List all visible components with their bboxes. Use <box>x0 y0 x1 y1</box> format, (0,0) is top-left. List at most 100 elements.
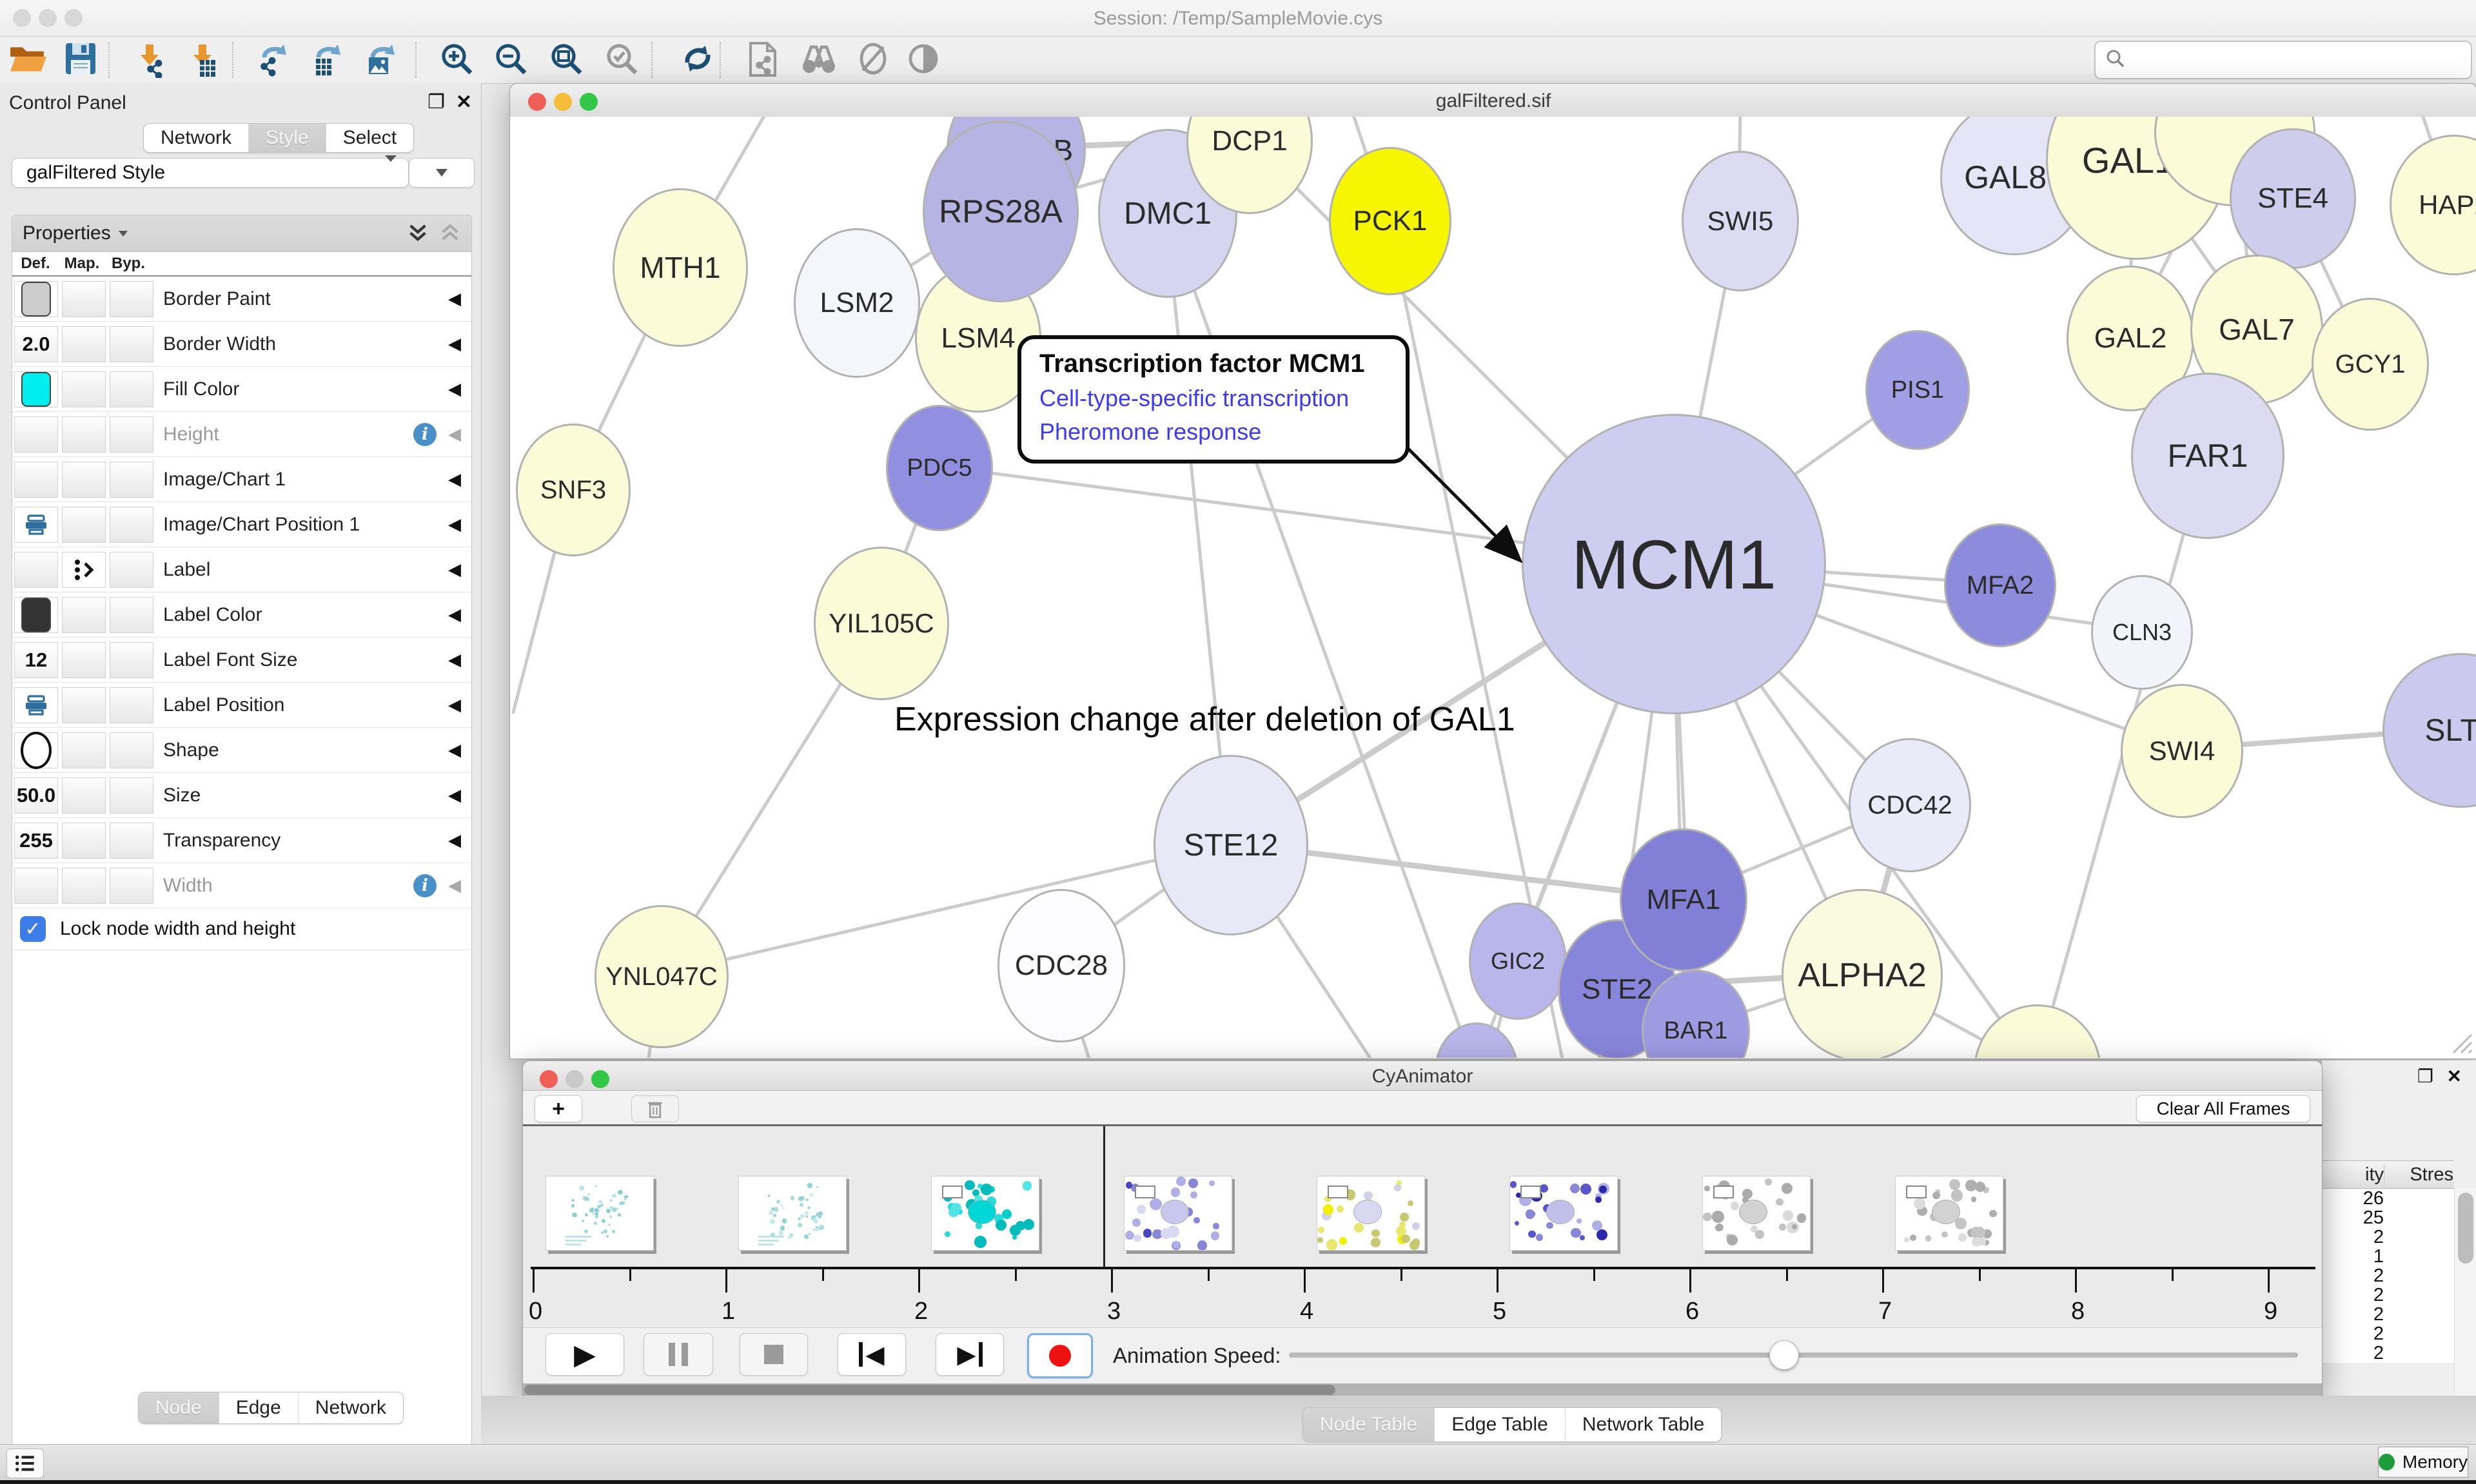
speed-slider-thumb[interactable] <box>1769 1340 1799 1370</box>
bypass-cell[interactable] <box>110 326 153 362</box>
timeline-frame-3[interactable] <box>931 1176 1039 1251</box>
search-box[interactable] <box>2094 41 2472 79</box>
network-node-ynl047c[interactable]: YNL047C <box>594 905 729 1048</box>
bypass-cell[interactable] <box>110 416 153 453</box>
table-row[interactable]: 1 <box>2322 1246 2454 1267</box>
property-row-label-color[interactable]: Label Color ◀ <box>12 592 471 638</box>
network-node-mfa2[interactable]: MFA2 <box>1944 523 2056 647</box>
zoom-out-icon[interactable] <box>494 42 530 78</box>
annotation-box[interactable]: Transcription factor MCM1 Cell-type-spec… <box>1017 335 1410 464</box>
export-image-icon[interactable] <box>365 42 401 78</box>
mapping-cell[interactable] <box>62 506 106 543</box>
mapping-cell[interactable] <box>62 732 106 768</box>
network-node-tup1[interactable]: TUP1 <box>1974 1004 2101 1058</box>
show-details-icon[interactable] <box>907 42 943 78</box>
expand-property-icon[interactable]: ◀ <box>448 785 461 805</box>
network-node-swi4[interactable]: SWI4 <box>2121 684 2243 818</box>
mapping-cell[interactable] <box>62 777 106 814</box>
mapping-cell[interactable] <box>62 416 106 453</box>
property-row-height[interactable]: Height i ◀ <box>12 412 471 457</box>
table-row[interactable]: 2 <box>2322 1227 2454 1247</box>
network-node-ste4[interactable]: STE4 <box>2230 128 2356 269</box>
bypass-cell[interactable] <box>110 461 153 498</box>
network-node-yil105c[interactable]: YIL105C <box>814 547 949 700</box>
bypass-cell[interactable] <box>110 371 153 407</box>
property-row-border-paint[interactable]: Border Paint ◀ <box>12 277 471 322</box>
network-node-gic2[interactable]: GIC2 <box>1469 903 1567 1020</box>
memory-button[interactable]: Memory <box>2378 1447 2468 1478</box>
table-row[interactable]: 2 <box>2322 1285 2454 1305</box>
timeline-frame-1[interactable] <box>545 1176 654 1251</box>
expand-property-icon[interactable]: ◀ <box>448 605 461 624</box>
network-window-titlebar[interactable]: galFiltered.sif <box>510 84 2476 117</box>
ui-customize-icon[interactable] <box>6 1449 44 1478</box>
bypass-cell[interactable] <box>110 822 153 859</box>
tab-network[interactable]: Network <box>297 1392 403 1423</box>
network-node-node_b[interactable] <box>1435 1022 1518 1058</box>
resize-grip-icon[interactable] <box>2447 1028 2473 1054</box>
timeline-frame-6[interactable] <box>1509 1176 1618 1251</box>
import-table-icon[interactable] <box>186 42 222 78</box>
hide-details-icon[interactable] <box>856 42 892 78</box>
animation-speed-slider[interactable] <box>1289 1340 2298 1370</box>
property-row-transparency[interactable]: 255 Transparency ◀ <box>12 818 471 863</box>
property-row-label-font-size[interactable]: 12 Label Font Size ◀ <box>12 638 471 683</box>
network-file-icon[interactable] <box>748 42 784 78</box>
skip-start-button[interactable]: ◀ <box>838 1333 906 1376</box>
expand-property-icon[interactable]: ◀ <box>448 830 461 850</box>
timeline-frame-8[interactable] <box>1895 1176 2003 1251</box>
float-panel-icon[interactable]: ❐ <box>427 92 445 113</box>
bypass-cell[interactable] <box>110 732 153 768</box>
network-node-lsm2[interactable]: LSM2 <box>794 228 920 378</box>
network-node-pck1[interactable]: PCK1 <box>1329 147 1451 295</box>
property-row-fill-color[interactable]: Fill Color ◀ <box>12 367 471 412</box>
expand-property-icon[interactable]: ◀ <box>448 424 461 444</box>
close-panel-icon[interactable]: ✕ <box>2446 1066 2462 1086</box>
binoculars-icon[interactable] <box>800 42 836 78</box>
network-node-hap2[interactable]: HAP2 <box>2390 135 2476 275</box>
save-session-icon[interactable] <box>64 42 101 78</box>
mapping-cell[interactable] <box>62 326 106 362</box>
export-table-icon[interactable] <box>311 42 347 78</box>
add-frame-button[interactable]: + <box>535 1095 582 1122</box>
table-row[interactable]: 2 <box>2322 1323 2454 1344</box>
default-value-cell[interactable] <box>14 867 58 904</box>
expand-property-icon[interactable]: ◀ <box>448 560 461 579</box>
bypass-cell[interactable] <box>110 551 153 588</box>
mapping-cell[interactable] <box>62 687 106 723</box>
close-panel-icon[interactable]: ✕ <box>455 92 472 113</box>
property-row-border-width[interactable]: 2.0 Border Width ◀ <box>12 322 471 367</box>
default-value-cell[interactable] <box>14 506 58 543</box>
property-row-label-position[interactable]: Label Position ◀ <box>12 683 471 728</box>
network-node-alpha2[interactable]: ALPHA2 <box>1782 889 1943 1058</box>
network-node-mfa1[interactable]: MFA1 <box>1620 828 1747 971</box>
bypass-cell[interactable] <box>110 596 153 633</box>
default-value-cell[interactable] <box>14 596 58 633</box>
close-traffic-light[interactable] <box>540 1070 558 1088</box>
network-node-mth1[interactable]: MTH1 <box>613 188 748 347</box>
mapping-cell[interactable] <box>62 596 106 633</box>
timeline-frame-4[interactable] <box>1124 1176 1232 1251</box>
zoom-fit-icon[interactable] <box>549 42 585 78</box>
style-options-button[interactable] <box>409 158 475 188</box>
bypass-cell[interactable] <box>110 777 153 814</box>
network-node-slt2[interactable]: SLT2 <box>2383 653 2476 808</box>
import-network-icon[interactable] <box>133 42 169 79</box>
property-row-label[interactable]: Label ◀ <box>12 547 471 592</box>
zoom-in-icon[interactable] <box>440 42 476 78</box>
mapping-cell[interactable] <box>62 461 106 498</box>
network-node-cdc42[interactable]: CDC42 <box>1849 738 1971 872</box>
bypass-cell[interactable] <box>110 280 153 317</box>
minimize-traffic-light[interactable] <box>39 9 57 27</box>
table-row[interactable]: 2 <box>2322 1343 2454 1363</box>
property-row-width[interactable]: Width i ◀ <box>12 863 471 908</box>
delete-frame-button[interactable] <box>631 1095 679 1122</box>
property-row-image-chart-position-1[interactable]: Image/Chart Position 1 ◀ <box>12 502 471 547</box>
expand-property-icon[interactable]: ◀ <box>448 740 461 759</box>
table-column-ity[interactable]: ity <box>2365 1164 2384 1185</box>
annotation-link[interactable]: Pheromone response <box>1039 418 1262 445</box>
network-node-gcy1[interactable]: GCY1 <box>2312 298 2429 431</box>
expand-property-icon[interactable]: ◀ <box>448 289 461 308</box>
float-panel-icon[interactable]: ❐ <box>2417 1066 2433 1086</box>
